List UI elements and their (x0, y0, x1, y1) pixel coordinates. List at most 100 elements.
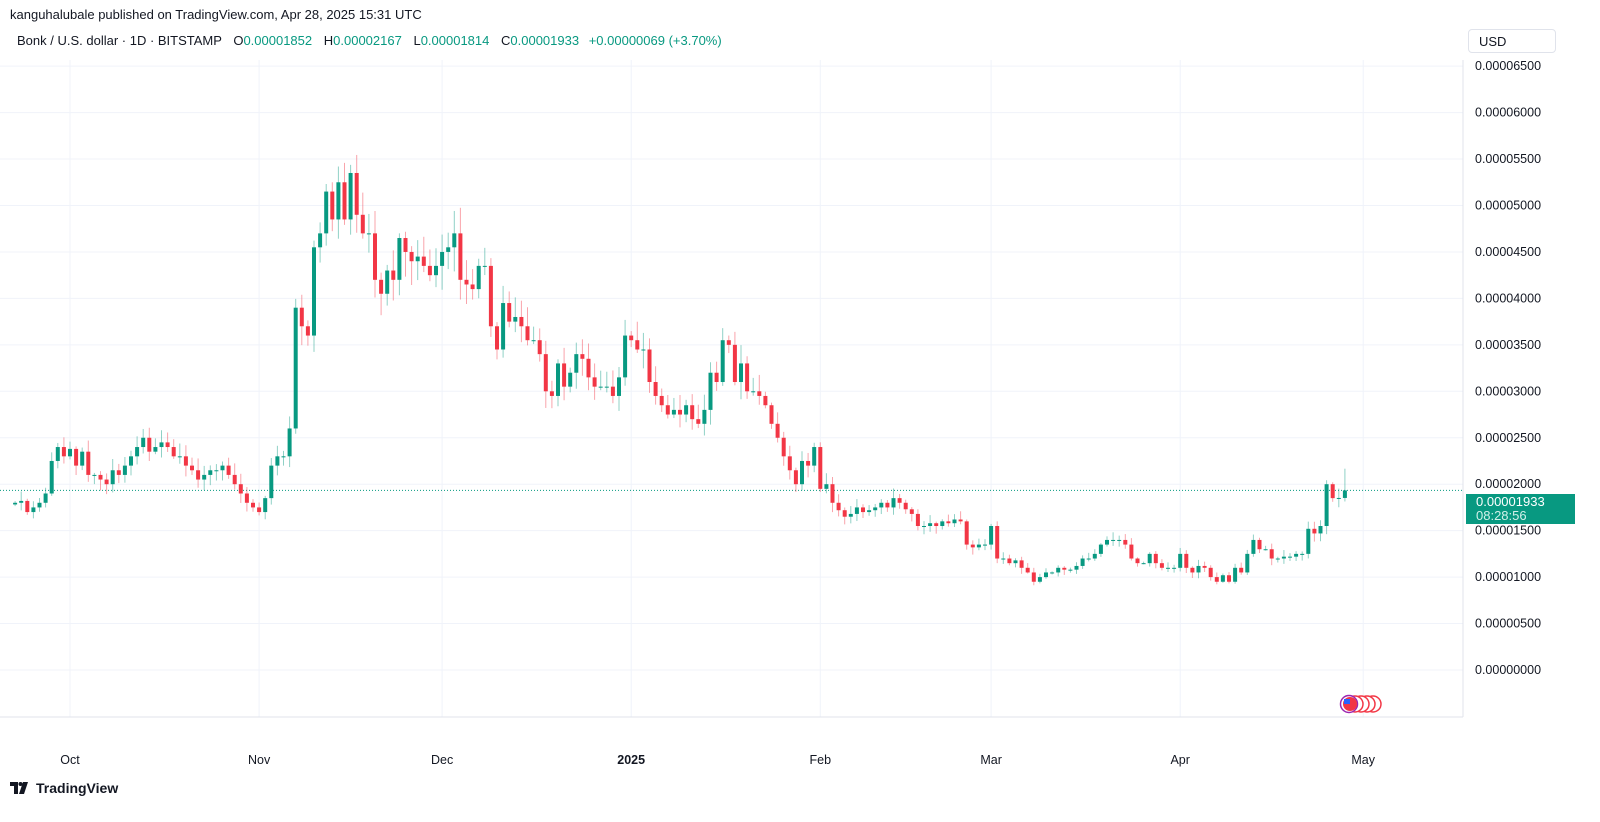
y-tick-label: 0.00005500 (1475, 152, 1541, 166)
candle-body (964, 521, 969, 545)
y-tick-label: 0.00004000 (1475, 291, 1541, 305)
candle (1147, 552, 1152, 567)
grid (0, 60, 1463, 717)
symbol-description[interactable]: Bonk / U.S. dollar · 1D · BITSTAMP (17, 33, 222, 48)
candle (836, 494, 841, 517)
candle-body (775, 423, 780, 438)
candle-body (970, 544, 975, 548)
candle-body (720, 340, 725, 383)
candle-body (1086, 558, 1091, 560)
close-value: 0.00001933 (510, 33, 580, 48)
candle-body (1037, 577, 1042, 582)
candle (629, 331, 634, 348)
change-value: +0.00000069 (+3.70%) (588, 33, 722, 48)
candle-body (86, 451, 91, 475)
candle (818, 442, 823, 493)
candle-body (983, 544, 987, 546)
candle (342, 162, 347, 225)
y-tick-label: 0.00000000 (1475, 663, 1541, 677)
candle-body (824, 484, 829, 489)
candle (1129, 538, 1134, 561)
candle (946, 514, 951, 527)
candle-body (488, 265, 493, 327)
candle (1300, 551, 1305, 561)
candle-body (476, 265, 481, 290)
candle-body (1068, 569, 1073, 571)
candle (86, 440, 91, 482)
candle-body (147, 437, 152, 452)
candle-body (74, 448, 79, 466)
candle (812, 442, 817, 473)
candle (909, 507, 914, 522)
candle-body (519, 316, 524, 327)
candle-body (116, 470, 121, 475)
candle (897, 494, 902, 509)
candle-body (549, 391, 554, 396)
candle-body (946, 521, 951, 524)
candle-body (135, 447, 140, 457)
candle (354, 154, 359, 233)
candle-body (1135, 558, 1140, 564)
candle-body (281, 456, 286, 458)
candle-body (1153, 553, 1158, 564)
candle-body (141, 437, 146, 448)
candle (446, 232, 451, 270)
candle-body (464, 279, 469, 285)
candle (324, 184, 329, 246)
candle (330, 182, 335, 232)
candle (1086, 552, 1091, 562)
us-flag-economic-events-icon[interactable] (1339, 694, 1382, 714)
candle-body (373, 233, 377, 280)
candle (458, 207, 463, 300)
candle-body (501, 303, 506, 350)
candle-body (129, 456, 133, 466)
candle (531, 326, 536, 345)
candle (452, 210, 457, 272)
candle (1263, 545, 1268, 551)
candle-body (1281, 556, 1286, 559)
currency-button[interactable]: USD (1468, 29, 1556, 53)
open-value: 0.00001852 (243, 33, 313, 48)
ohlc-legend: Bonk / U.S. dollar · 1D · BITSTAMP O0.00… (17, 33, 722, 48)
candle (1196, 559, 1201, 579)
candle-body (781, 437, 786, 457)
candle-body (1044, 572, 1048, 578)
candle (269, 457, 274, 505)
candle-body (665, 405, 670, 415)
candle (592, 363, 597, 400)
candle (1275, 556, 1280, 563)
candle-body (244, 493, 249, 503)
candle (1001, 552, 1006, 564)
candle (434, 248, 438, 288)
candle (293, 298, 298, 434)
candle-body (909, 509, 914, 514)
candle (1190, 566, 1195, 578)
candle (1257, 537, 1262, 553)
candle (867, 505, 872, 516)
candle (116, 463, 121, 484)
x-tick-label: Dec (431, 753, 453, 767)
candle-body (379, 279, 384, 294)
candle-body (739, 363, 743, 383)
candle-body (897, 498, 902, 503)
candle (940, 519, 945, 530)
candle-body (586, 358, 591, 378)
y-tick-label: 0.00000500 (1475, 617, 1541, 631)
candle (824, 473, 829, 494)
candle-body (68, 448, 72, 457)
candle-body (159, 442, 164, 448)
candle (665, 395, 670, 419)
candle (202, 465, 207, 491)
candle (251, 499, 255, 512)
candle-body (653, 382, 658, 396)
candle (519, 300, 524, 343)
candle (257, 502, 262, 516)
candle-body (1092, 553, 1097, 559)
tradingview-logo[interactable]: TradingView (10, 780, 118, 796)
candle-body (196, 470, 201, 480)
y-tick-label: 0.00004500 (1475, 245, 1541, 259)
candle (1025, 563, 1030, 574)
candle-body (1111, 539, 1116, 541)
y-tick-label: 0.00002500 (1475, 431, 1541, 445)
